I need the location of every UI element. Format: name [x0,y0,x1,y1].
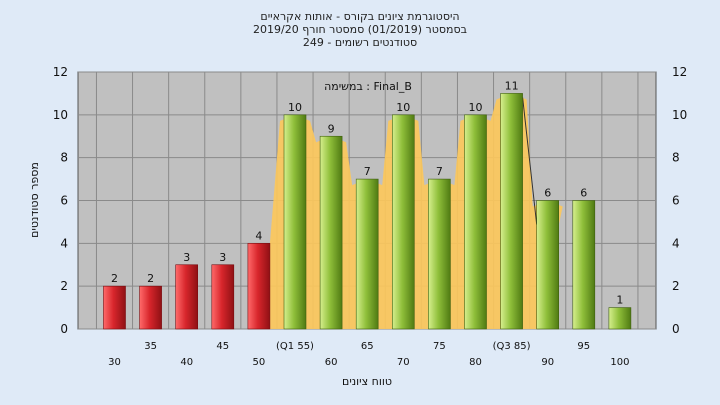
x-tick-label: 45 [216,341,229,352]
bar-50 [247,243,271,330]
x-tick-label: 95 [577,341,590,352]
x-tick-label: 30 [108,357,121,368]
bar-Q1-55 [283,114,307,330]
data-label: 10 [469,101,483,114]
data-label: 6 [544,187,551,200]
y-tick-label-left: 6 [60,194,68,208]
y-tick-label-left: 4 [60,236,68,250]
data-label: 11 [505,79,519,92]
bar-100 [608,307,632,330]
data-label: 3 [183,251,190,264]
bar-95 [572,200,596,330]
y-tick-label-right: 10 [672,108,687,122]
data-label: 1 [616,294,623,307]
bar-40 [175,264,198,330]
y-tick-label-left: 12 [53,65,68,79]
plot-annotation: במשימה : Final_B [324,80,412,93]
y-tick-label-left: 10 [53,108,68,122]
y-tick-label-right: 12 [672,65,687,79]
data-label: 7 [364,165,371,178]
bar-Q3-85 [500,93,523,330]
data-label: 10 [288,101,302,114]
bar-80 [464,114,487,330]
data-label: 9 [328,122,335,135]
x-tick-label: 60 [325,357,338,368]
x-tick-label: 80 [469,357,482,368]
bar-60 [319,135,343,330]
bar-35 [139,285,162,330]
data-label: 3 [219,251,226,264]
x-tick-label: 75 [433,341,446,352]
x-tick-label: 65 [361,341,374,352]
data-label: 6 [580,187,587,200]
bar-90 [536,200,560,330]
y-tick-label-right: 6 [672,194,680,208]
y-tick-label-right: 4 [672,236,680,250]
y-axis-title: מספר סטודנטים [28,162,41,238]
x-tick-label: 50 [253,357,266,368]
chart-title-line-2: בסמסטר (01/2019) סמסטר חורף 2019/20 [253,23,467,36]
data-label: 10 [396,101,410,114]
x-tick-label: 90 [541,357,554,368]
y-tick-label-right: 8 [672,151,680,165]
bar-65 [355,178,379,330]
x-tick-label: 100 [610,357,629,368]
data-label: 4 [255,229,262,242]
y-tick-label-right: 0 [672,322,680,336]
y-tick-label-left: 0 [60,322,68,336]
bar-70 [391,114,415,330]
bar-45 [211,264,235,330]
x-tick-label: 40 [180,357,193,368]
chart-title-line-1: היסטוגרמת ציונים בקורס - אותות אקראיים [260,10,460,23]
y-tick-label-left: 2 [60,279,68,293]
x-axis-title: טווח ציונים [342,375,392,388]
x-tick-label: 35 [144,341,157,352]
distribution-area [269,93,563,330]
y-tick-label-left: 8 [60,151,68,165]
x-tick-label: (Q3 85) [493,341,531,352]
data-label: 7 [436,165,443,178]
x-tick-label: 70 [397,357,410,368]
data-label: 2 [111,272,118,285]
y-tick-label-right: 2 [672,279,680,293]
chart-title-line-3: סטודנטים רשומים - 249 [302,36,418,49]
x-tick-label: (Q1 55) [276,341,314,352]
data-label: 2 [147,272,154,285]
distribution-edge-line [522,97,538,225]
bar-75 [428,178,451,330]
bar-30 [103,285,126,330]
